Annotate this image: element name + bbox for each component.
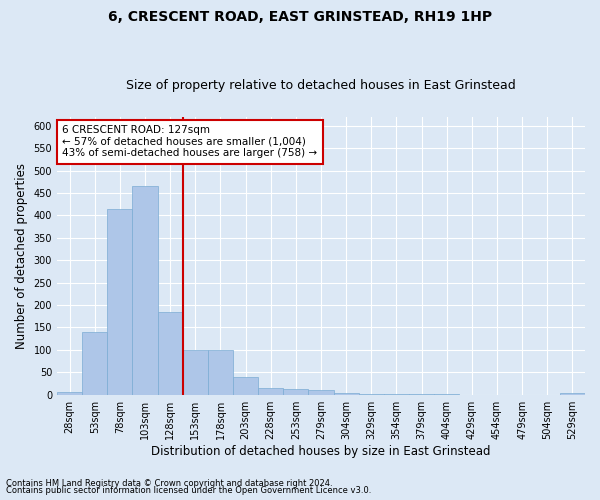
X-axis label: Distribution of detached houses by size in East Grinstead: Distribution of detached houses by size … bbox=[151, 444, 491, 458]
Bar bbox=[233, 377, 258, 394]
Bar bbox=[82, 332, 107, 394]
Bar bbox=[133, 186, 158, 394]
Bar bbox=[208, 350, 233, 395]
Text: 6, CRESCENT ROAD, EAST GRINSTEAD, RH19 1HP: 6, CRESCENT ROAD, EAST GRINSTEAD, RH19 1… bbox=[108, 10, 492, 24]
Bar bbox=[57, 392, 82, 394]
Bar bbox=[183, 350, 208, 395]
Bar bbox=[308, 390, 334, 394]
Bar bbox=[107, 208, 133, 394]
Text: Contains HM Land Registry data © Crown copyright and database right 2024.: Contains HM Land Registry data © Crown c… bbox=[6, 478, 332, 488]
Bar bbox=[258, 388, 283, 394]
Text: Contains public sector information licensed under the Open Government Licence v3: Contains public sector information licen… bbox=[6, 486, 371, 495]
Y-axis label: Number of detached properties: Number of detached properties bbox=[15, 162, 28, 348]
Bar bbox=[158, 312, 183, 394]
Text: 6 CRESCENT ROAD: 127sqm
← 57% of detached houses are smaller (1,004)
43% of semi: 6 CRESCENT ROAD: 127sqm ← 57% of detache… bbox=[62, 125, 317, 158]
Bar bbox=[283, 390, 308, 394]
Title: Size of property relative to detached houses in East Grinstead: Size of property relative to detached ho… bbox=[126, 79, 516, 92]
